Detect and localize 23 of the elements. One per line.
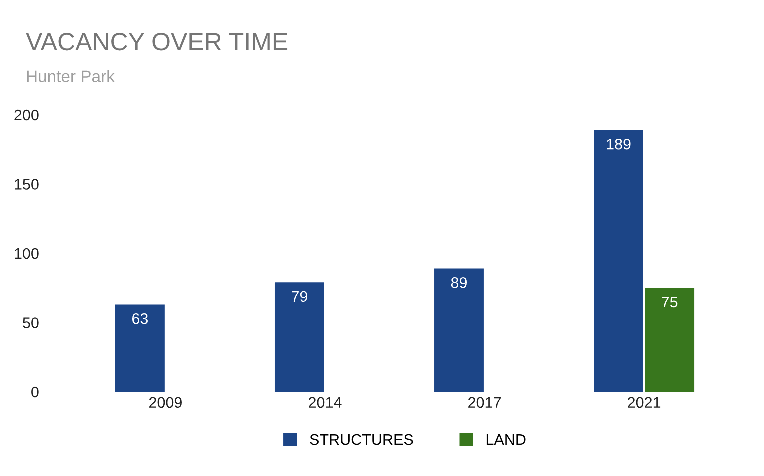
bar xyxy=(594,130,644,392)
data-label: 75 xyxy=(662,296,678,308)
chart-title: VACANCY OVER TIME xyxy=(26,33,288,51)
data-label: 79 xyxy=(292,291,308,302)
legend-label: STRUCTURES xyxy=(310,434,414,446)
x-tick-label: 2009 xyxy=(149,397,182,408)
chart-subtitle: Hunter Park xyxy=(27,70,115,82)
bar xyxy=(645,288,695,392)
legend-label: LAND xyxy=(486,434,526,446)
bar xyxy=(115,304,165,392)
y-tick-label: 50 xyxy=(23,318,39,328)
y-tick-label: 0 xyxy=(32,386,39,398)
x-tick-label: 2014 xyxy=(309,397,342,408)
data-label: 63 xyxy=(132,313,148,324)
y-tick-label: 200 xyxy=(14,110,39,121)
y-tick-label: 100 xyxy=(15,248,39,260)
bar xyxy=(434,268,484,392)
bar xyxy=(274,282,324,392)
data-label: 89 xyxy=(451,277,468,288)
x-tick-label: 2017 xyxy=(468,397,501,408)
data-label: 189 xyxy=(607,138,631,150)
x-tick-label: 2021 xyxy=(628,397,661,408)
y-tick-label: 150 xyxy=(15,179,39,190)
